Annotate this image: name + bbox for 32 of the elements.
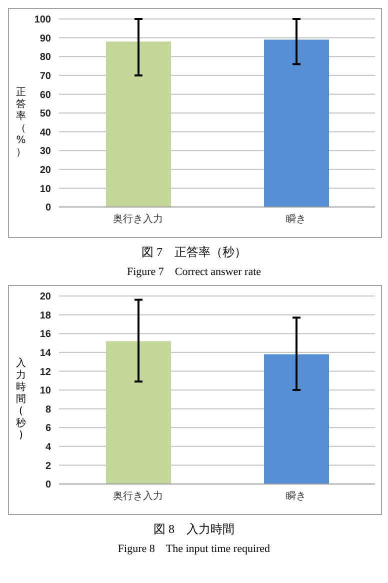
y-tick-label: 10 [40, 184, 52, 195]
caption: Figure 8 The input time required [116, 542, 272, 556]
text: 図 7 正答率（秒） [140, 244, 248, 261]
y-tick-label: 70 [40, 70, 52, 82]
y-tick-label: 0 [45, 480, 52, 491]
y-tick-label: 40 [40, 127, 52, 138]
y-tick-label: 12 [40, 366, 52, 378]
x-tick-label: 奥行き入力 [113, 490, 163, 502]
y-tick-label: 16 [40, 329, 52, 340]
y-tick-label: 20 [40, 292, 52, 303]
y-tick-label: 8 [45, 404, 52, 416]
y-tick-label: 60 [40, 90, 52, 101]
y-tick-label: 4 [45, 442, 52, 453]
y-tick-label: 6 [45, 423, 52, 434]
y-tick-label: 50 [40, 108, 52, 120]
x-tick-label: 奥行き入力 [113, 213, 163, 226]
y-tick-label: 18 [40, 310, 52, 322]
text: 図 8 入力時間 [152, 521, 236, 538]
y-axis-title: 正答率（%） [15, 87, 27, 159]
y-tick-label: 14 [40, 348, 52, 359]
y-tick-label: 100 [34, 14, 52, 26]
y-tick-label: 10 [40, 386, 52, 397]
y-tick-label: 2 [45, 460, 52, 472]
caption: Figure 7 Correct answer rate [126, 265, 262, 279]
y-tick-label: 0 [45, 202, 52, 214]
y-tick-label: 20 [40, 164, 52, 176]
y-tick-label: 80 [40, 52, 52, 64]
y-tick-label: 90 [40, 33, 52, 44]
x-tick-label: 瞬き [286, 213, 306, 226]
y-tick-label: 30 [40, 146, 52, 158]
x-tick-label: 瞬き [286, 490, 306, 502]
y-axis-title: 入力時間(秒) [15, 358, 27, 442]
